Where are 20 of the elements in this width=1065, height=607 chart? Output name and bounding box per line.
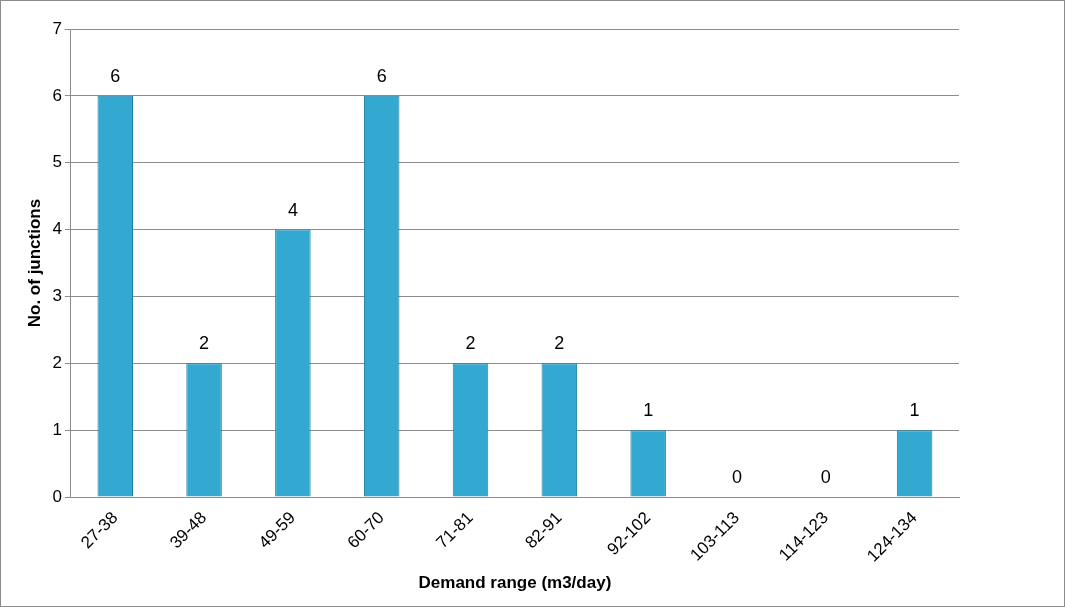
data-label: 2 [199,333,210,354]
y-tick-label: 2 [52,353,62,373]
data-label: 1 [909,400,920,421]
y-tick-label: 1 [52,419,62,439]
data-label: 6 [376,65,387,86]
y-axis-title: No. of junctions [24,198,44,328]
data-label: 2 [554,333,565,354]
data-label: 0 [820,467,831,488]
x-axis-title: Demand range (m3/day) [418,573,612,593]
y-tick-label: 7 [52,18,62,38]
y-tick-label: 5 [52,152,62,172]
data-label: 4 [287,199,298,220]
y-tick-label: 0 [52,486,62,506]
y-tick-label: 6 [52,85,62,105]
data-label: 1 [643,400,654,421]
data-label: 6 [110,65,121,86]
y-tick-label: 3 [52,286,62,306]
y-tick-label: 4 [52,219,62,239]
data-label: 0 [731,467,742,488]
data-label: 2 [465,333,476,354]
